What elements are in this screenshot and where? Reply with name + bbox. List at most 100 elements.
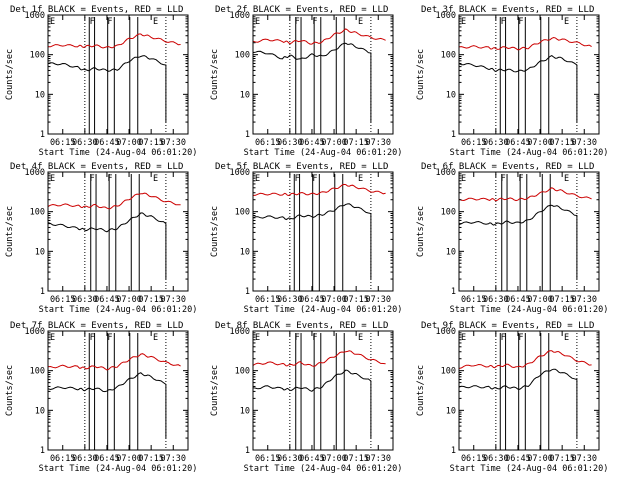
- events-series-line: [458, 204, 578, 280]
- y-tick-label: 1000: [25, 327, 45, 337]
- chart-panel-8: F F E E 1 10 100 1000 06:1506:3006:4507:0007:150…: [210, 321, 402, 474]
- chart-panel-5: F F E E 1 10 100 1000 06:1506:3006:4507:0007:150…: [210, 162, 402, 315]
- x-tick-label: 06:15: [50, 454, 76, 464]
- x-tick-label: 07:00: [527, 295, 553, 305]
- marker-label: F: [295, 174, 300, 184]
- x-tick-label: 07:30: [160, 138, 186, 148]
- x-tick-label: 07:30: [571, 138, 597, 148]
- y-tick-label: 1: [245, 130, 250, 140]
- y-tick-label: 1: [451, 446, 456, 456]
- plot-frame: [47, 171, 189, 292]
- marker-label: F: [312, 333, 317, 343]
- x-tick-label: 07:30: [365, 295, 391, 305]
- x-tick-label: 06:30: [277, 138, 303, 148]
- chart-title: Det 4f BLACK = Events, RED = LLD: [10, 162, 183, 172]
- y-tick-label: 10: [240, 406, 250, 416]
- plot-frame: [458, 330, 600, 451]
- lld-series-line: [252, 350, 386, 367]
- chart-panel-1: F F E E 1 10 100 1000 06:1506:3006:4507:0007:150…: [5, 5, 197, 158]
- lld-series-line: [47, 353, 181, 371]
- x-axis-label: Start Time (24-Aug-04 06:01:20): [450, 305, 609, 315]
- x-tick-label: 07:15: [343, 454, 369, 464]
- y-axis-label: Counts/sec: [5, 365, 15, 416]
- x-tick-label: 06:45: [299, 295, 325, 305]
- marker-label: E: [50, 174, 55, 184]
- chart-title: Det 3f BLACK = Events, RED = LLD: [421, 5, 594, 15]
- chart-panel-3: F F E E 1 10 100 1000 06:1506:3006:4507:0007:150…: [416, 5, 608, 158]
- x-tick-label: 06:45: [505, 454, 531, 464]
- x-tick-label: 07:15: [138, 454, 164, 464]
- marker-label: F: [107, 17, 112, 27]
- y-tick-label: 100: [30, 51, 45, 61]
- x-tick-label: 07:30: [160, 454, 186, 464]
- y-tick-label: 1: [40, 446, 45, 456]
- plot-frame: [252, 171, 394, 292]
- x-tick-label: 07:30: [571, 454, 597, 464]
- y-tick-label: 1000: [230, 11, 250, 21]
- chart-title: Det 2f BLACK = Events, RED = LLD: [215, 5, 388, 15]
- x-tick-label: 07:15: [138, 295, 164, 305]
- marker-label: E: [153, 174, 158, 184]
- x-tick-label: 07:15: [549, 454, 575, 464]
- marker-label: E: [153, 333, 158, 343]
- y-tick-label: 1: [245, 446, 250, 456]
- marker-label: F: [501, 333, 506, 343]
- chart-panel-7: F F E E 1 10 100 1000 06:1506:3006:4507:0007:150…: [5, 321, 197, 474]
- y-tick-label: 10: [446, 90, 456, 100]
- x-tick-label: 07:30: [365, 138, 391, 148]
- x-tick-label: 07:00: [116, 295, 142, 305]
- plot-frame: [47, 330, 189, 451]
- y-axis-label: Counts/sec: [416, 365, 426, 416]
- x-tick-label: 06:45: [94, 454, 120, 464]
- marker-label: E: [564, 174, 569, 184]
- y-tick-label: 1000: [436, 168, 456, 178]
- x-tick-label: 06:30: [483, 454, 509, 464]
- x-axis-label: Start Time (24-Aug-04 06:01:20): [39, 305, 198, 315]
- marker-label: F: [295, 17, 300, 27]
- marker-label: F: [518, 17, 523, 27]
- marker-label: E: [50, 17, 55, 27]
- plot-frame: [458, 171, 600, 292]
- chart-title: Det 6f BLACK = Events, RED = LLD: [421, 162, 594, 172]
- x-tick-label: 07:00: [527, 454, 553, 464]
- y-tick-label: 10: [35, 406, 45, 416]
- x-axis-label: Start Time (24-Aug-04 06:01:20): [450, 148, 609, 158]
- x-tick-label: 07:15: [343, 138, 369, 148]
- y-tick-label: 1: [40, 287, 45, 297]
- marker-label: E: [153, 17, 158, 27]
- y-tick-label: 100: [235, 51, 250, 61]
- plot-frame: [47, 14, 189, 135]
- x-tick-label: 06:30: [483, 138, 509, 148]
- x-tick-label: 06:45: [299, 454, 325, 464]
- plot-frame: [252, 330, 394, 451]
- x-tick-label: 07:15: [138, 138, 164, 148]
- marker-label: F: [295, 333, 300, 343]
- marker-label: E: [255, 333, 260, 343]
- x-axis-label: Start Time (24-Aug-04 06:01:20): [244, 305, 403, 315]
- marker-label: E: [564, 17, 569, 27]
- x-tick-label: 07:00: [321, 454, 347, 464]
- y-tick-label: 10: [35, 90, 45, 100]
- y-axis-label: Counts/sec: [210, 365, 220, 416]
- y-tick-label: 100: [30, 208, 45, 218]
- x-tick-label: 07:15: [549, 138, 575, 148]
- x-tick-label: 06:15: [461, 295, 487, 305]
- x-tick-label: 06:45: [94, 295, 120, 305]
- plot-frame: [252, 14, 394, 135]
- y-axis-label: Counts/sec: [210, 206, 220, 257]
- marker-label: E: [358, 333, 363, 343]
- chart-panel-4: F F E E 1 10 100 1000 06:1506:3006:4507:0007:150…: [5, 162, 197, 315]
- marker-label: F: [312, 17, 317, 27]
- y-tick-label: 10: [446, 247, 456, 257]
- marker-label: F: [90, 174, 95, 184]
- x-tick-label: 07:00: [321, 138, 347, 148]
- marker-label: F: [107, 174, 112, 184]
- y-tick-label: 1000: [436, 327, 456, 337]
- x-tick-label: 06:30: [72, 295, 98, 305]
- y-tick-label: 10: [240, 90, 250, 100]
- events-series-line: [47, 212, 167, 280]
- events-series-line: [252, 203, 372, 280]
- marker-label: E: [50, 333, 55, 343]
- x-tick-label: 07:00: [116, 138, 142, 148]
- x-tick-label: 07:30: [365, 454, 391, 464]
